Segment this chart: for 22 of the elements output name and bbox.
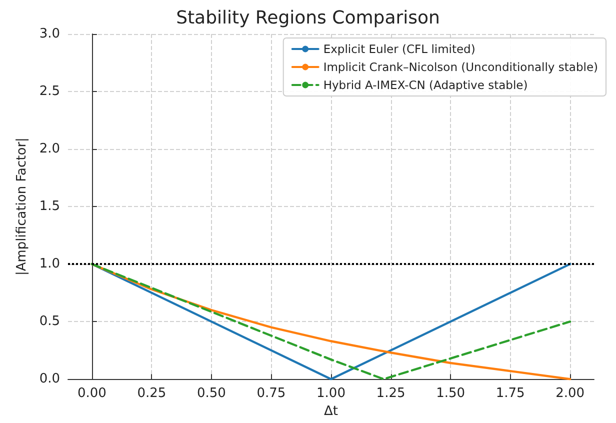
x-tick-label: 2.00 <box>556 386 585 402</box>
y-tick-label: 0.5 <box>39 314 60 330</box>
x-tick-label: 0.50 <box>196 386 226 402</box>
legend-label: Explicit Euler (CFL limited) <box>323 42 476 56</box>
legend-label: Implicit Crank–Nicolson (Unconditionally stable) <box>323 60 598 74</box>
x-tick-label: 0.00 <box>77 386 106 402</box>
legend-label: Hybrid A-IMEX-CN (Adaptive stable) <box>323 78 528 92</box>
y-tick-label: 2.5 <box>39 84 60 100</box>
x-tick-label: 0.75 <box>256 386 286 402</box>
y-tick-label: 0.0 <box>39 372 60 387</box>
y-tick-label: 2.0 <box>39 142 60 157</box>
x-tick-label: 1.00 <box>316 386 346 402</box>
y-tick-label: 1.5 <box>39 199 60 214</box>
x-tick-label: 0.25 <box>137 386 166 402</box>
x-tick-label: 1.50 <box>436 386 466 402</box>
x-tick-label: 1.25 <box>376 386 406 402</box>
y-tick-label: 1.0 <box>39 256 60 272</box>
y-axis-title: |Amplification Factor| <box>14 138 30 276</box>
x-axis-title: Δt <box>324 404 338 419</box>
chart-title: Stability Regions Comparison <box>176 8 440 28</box>
y-tick-label: 3.0 <box>39 26 60 42</box>
x-tick-label: 1.75 <box>496 386 525 402</box>
